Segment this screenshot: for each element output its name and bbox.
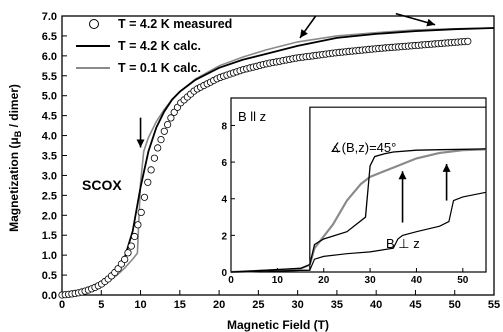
legend: T = 4.2 K measured T = 4.2 K calc. T = 0… <box>76 17 232 75</box>
y-tick-label: 5.0 <box>42 91 57 103</box>
measured-point <box>167 114 175 122</box>
y-tick-label: 4.0 <box>42 131 57 143</box>
y-tick-label: 1.0 <box>42 250 57 262</box>
main-axis-ticks: 0 5 10 15 20 25 30 35 40 45 50 550.00.51.01.52.02.5… <box>42 11 500 311</box>
inset-y-tick-label: 2 <box>221 231 227 242</box>
inset-arrow-up-1-head <box>442 163 451 172</box>
x-tick-label: 20 <box>213 299 225 311</box>
measured-point <box>157 136 165 144</box>
x-tick-label: 50 <box>449 299 461 311</box>
measured-point <box>464 37 472 45</box>
legend-label-calc-01: T = 0.1 K calc. <box>118 61 201 75</box>
y-tick-label: 0.5 <box>42 270 57 282</box>
measured-point <box>124 249 132 257</box>
inset-series-perpendicular <box>230 191 487 273</box>
inset-x-tick-label: 0 <box>228 275 234 286</box>
measured-point <box>144 178 152 186</box>
inset-label-angle: ∡(B,z)=45° <box>330 140 396 155</box>
y-tick-label: 2.5 <box>42 190 57 202</box>
measured-point <box>170 108 178 116</box>
measured-point <box>134 221 142 229</box>
legend-circle-marker <box>89 19 99 29</box>
y-tick-label: 2.0 <box>42 210 57 222</box>
measured-point <box>140 193 149 201</box>
y-tick-label: 6.5 <box>42 31 57 43</box>
x-tick-label: 45 <box>409 299 421 311</box>
y-tick-label: 6.0 <box>42 51 57 63</box>
measured-point <box>164 121 172 129</box>
inset-label-parallel: B ll z <box>238 109 266 124</box>
arrow-right-46T-head <box>426 18 436 27</box>
inset-x-tick-label: 20 <box>318 275 330 286</box>
x-tick-label: 0 <box>59 299 65 311</box>
x-tick-label: 5 <box>98 299 104 311</box>
measured-markers <box>58 37 472 299</box>
inset-arrow-up-0-head <box>398 171 407 180</box>
y-axis-label: Magnetization (μB / dimer) <box>7 84 23 232</box>
x-tick-label: 15 <box>174 299 186 311</box>
measured-point <box>147 166 155 174</box>
measured-point <box>137 208 145 216</box>
inset-y-tick-label: 4 <box>221 195 227 206</box>
x-axis-label: Magnetic Field (T) <box>227 318 329 332</box>
y-tick-label: 0.0 <box>42 290 57 302</box>
y-tick-label: 7.0 <box>42 11 57 23</box>
x-tick-label: 55 <box>488 299 500 311</box>
inset-x-tick-label: 40 <box>411 275 423 286</box>
inset-y-tick-label: 6 <box>221 158 227 169</box>
x-tick-label: 30 <box>292 299 304 311</box>
x-tick-label: 25 <box>252 299 264 311</box>
sample-label: SCOX <box>82 177 122 193</box>
legend-label-calc-42: T = 4.2 K calc. <box>118 39 201 53</box>
inset-series-45deg-black <box>230 148 487 273</box>
inset-frame <box>230 97 487 273</box>
measured-point <box>160 127 168 135</box>
inset-x-tick-label: 50 <box>457 275 469 286</box>
measured-point <box>154 144 162 152</box>
y-tick-label: 5.5 <box>42 71 57 83</box>
measured-point <box>150 154 158 162</box>
y-tick-label: 4.5 <box>42 111 57 123</box>
y-tick-label: 3.0 <box>42 170 57 182</box>
inset-arrows <box>398 163 451 223</box>
inset: 0 10 20 30 40 50 0 2 4 6 8 B ll z ∡(B,z)=45° B ⊥ z <box>221 97 487 286</box>
inset-y-tick-label: 0 <box>221 268 227 279</box>
y-tick-label: 3.5 <box>42 151 57 163</box>
arrow-down-left-31T-head <box>299 29 308 38</box>
inset-y-tick-label: 8 <box>221 121 227 132</box>
arrow-down-10T-head <box>136 139 145 148</box>
inset-x-tick-label: 30 <box>365 275 377 286</box>
y-tick-label: 1.5 <box>42 230 57 242</box>
measured-point <box>121 255 129 263</box>
inset-series-group <box>230 106 487 274</box>
main-arrows <box>136 12 436 148</box>
inset-label-perp: B ⊥ z <box>386 236 420 251</box>
x-tick-label: 10 <box>134 299 146 311</box>
inset-x-tick-label: 10 <box>272 275 284 286</box>
x-tick-label: 40 <box>370 299 382 311</box>
legend-label-measured: T = 4.2 K measured <box>118 17 232 31</box>
x-tick-label: 35 <box>331 299 343 311</box>
measured-point <box>131 232 139 241</box>
measured-point <box>127 242 135 250</box>
